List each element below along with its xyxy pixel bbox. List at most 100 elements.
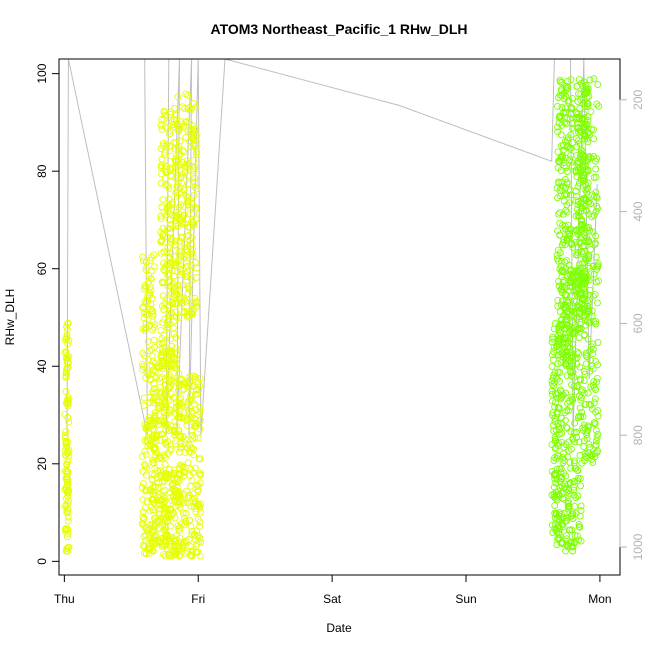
data-point [151, 464, 159, 472]
data-point [554, 487, 562, 495]
data-point [163, 514, 171, 522]
data-point [187, 543, 195, 550]
data-point [588, 455, 596, 463]
data-point [162, 401, 170, 408]
data-point [62, 451, 70, 459]
data-point [194, 482, 202, 490]
data-point [581, 232, 589, 240]
data-point [63, 335, 71, 343]
data-point [573, 135, 580, 142]
data-point [573, 109, 581, 117]
data-point [141, 461, 149, 469]
data-point [564, 453, 572, 461]
data-point [141, 504, 149, 512]
data-point [594, 262, 602, 270]
data-point [571, 419, 579, 427]
data-point [575, 238, 583, 246]
secondary-y-axis: 200 400 600 800 1000 [619, 89, 645, 560]
data-point [558, 91, 566, 99]
data-point [175, 248, 183, 256]
data-point [146, 440, 154, 448]
data-point [142, 487, 150, 495]
data-point [174, 478, 182, 486]
data-point [589, 458, 597, 466]
data-point [196, 534, 204, 542]
secondary-y-tick-label: 200 [631, 89, 645, 109]
data-point [177, 118, 185, 126]
data-point [165, 195, 173, 203]
data-point [572, 297, 580, 305]
data-point [149, 389, 157, 397]
data-point [64, 340, 72, 348]
data-point [575, 179, 583, 187]
data-point [182, 134, 190, 141]
data-point [557, 510, 565, 518]
data-point [582, 123, 590, 131]
data-point [577, 502, 585, 510]
data-point [583, 188, 591, 196]
data-point [592, 165, 600, 173]
data-point [550, 457, 558, 465]
data-point [169, 299, 177, 307]
data-point [139, 480, 147, 488]
data-point [570, 483, 578, 491]
data-point [567, 372, 575, 380]
data-point [161, 526, 169, 534]
data-point [551, 417, 559, 425]
y-tick-label: 100 [35, 63, 49, 83]
data-point [579, 259, 587, 267]
data-point [566, 199, 574, 207]
data-point [173, 355, 181, 363]
data-point [592, 357, 600, 365]
data-point [594, 431, 602, 438]
data-point [196, 552, 204, 560]
data-point [61, 348, 69, 356]
data-point [65, 418, 73, 426]
data-point [167, 382, 175, 390]
data-point [591, 395, 599, 403]
data-point [141, 447, 149, 455]
data-point [575, 115, 583, 123]
data-point [592, 427, 600, 435]
data-point [562, 360, 570, 367]
data-point [583, 318, 591, 326]
data-point [175, 313, 183, 321]
data-point [558, 419, 565, 427]
data-point [574, 183, 582, 191]
data-point [551, 434, 559, 442]
data-point [158, 125, 166, 133]
data-point [177, 440, 185, 447]
data-point [586, 264, 594, 272]
data-point [188, 476, 196, 484]
data-point [174, 125, 182, 133]
chart-title: ATOM3 Northeast_Pacific_1 RHw_DLH [211, 21, 468, 37]
data-point [159, 139, 167, 147]
data-point [556, 377, 564, 385]
data-point [196, 374, 204, 382]
y-tick-label: 20 [35, 457, 49, 471]
data-point [590, 211, 598, 219]
data-point [559, 459, 567, 467]
data-point [550, 344, 558, 351]
data-point [143, 425, 151, 432]
data-point [177, 295, 185, 303]
data-point [173, 490, 181, 498]
data-point [561, 334, 569, 341]
data-point [587, 108, 595, 116]
data-point [177, 394, 185, 402]
data-point [64, 467, 71, 475]
data-point [559, 450, 567, 458]
data-point [197, 500, 205, 508]
data-point [159, 231, 167, 239]
data-point [157, 453, 165, 461]
data-point [175, 448, 183, 456]
data-point [164, 360, 172, 368]
data-point [573, 83, 581, 91]
data-point [583, 93, 591, 101]
data-point [167, 533, 175, 541]
data-point [585, 237, 593, 245]
data-point [146, 282, 154, 290]
data-point [160, 500, 168, 508]
data-point [550, 382, 558, 390]
data-point [191, 178, 199, 186]
